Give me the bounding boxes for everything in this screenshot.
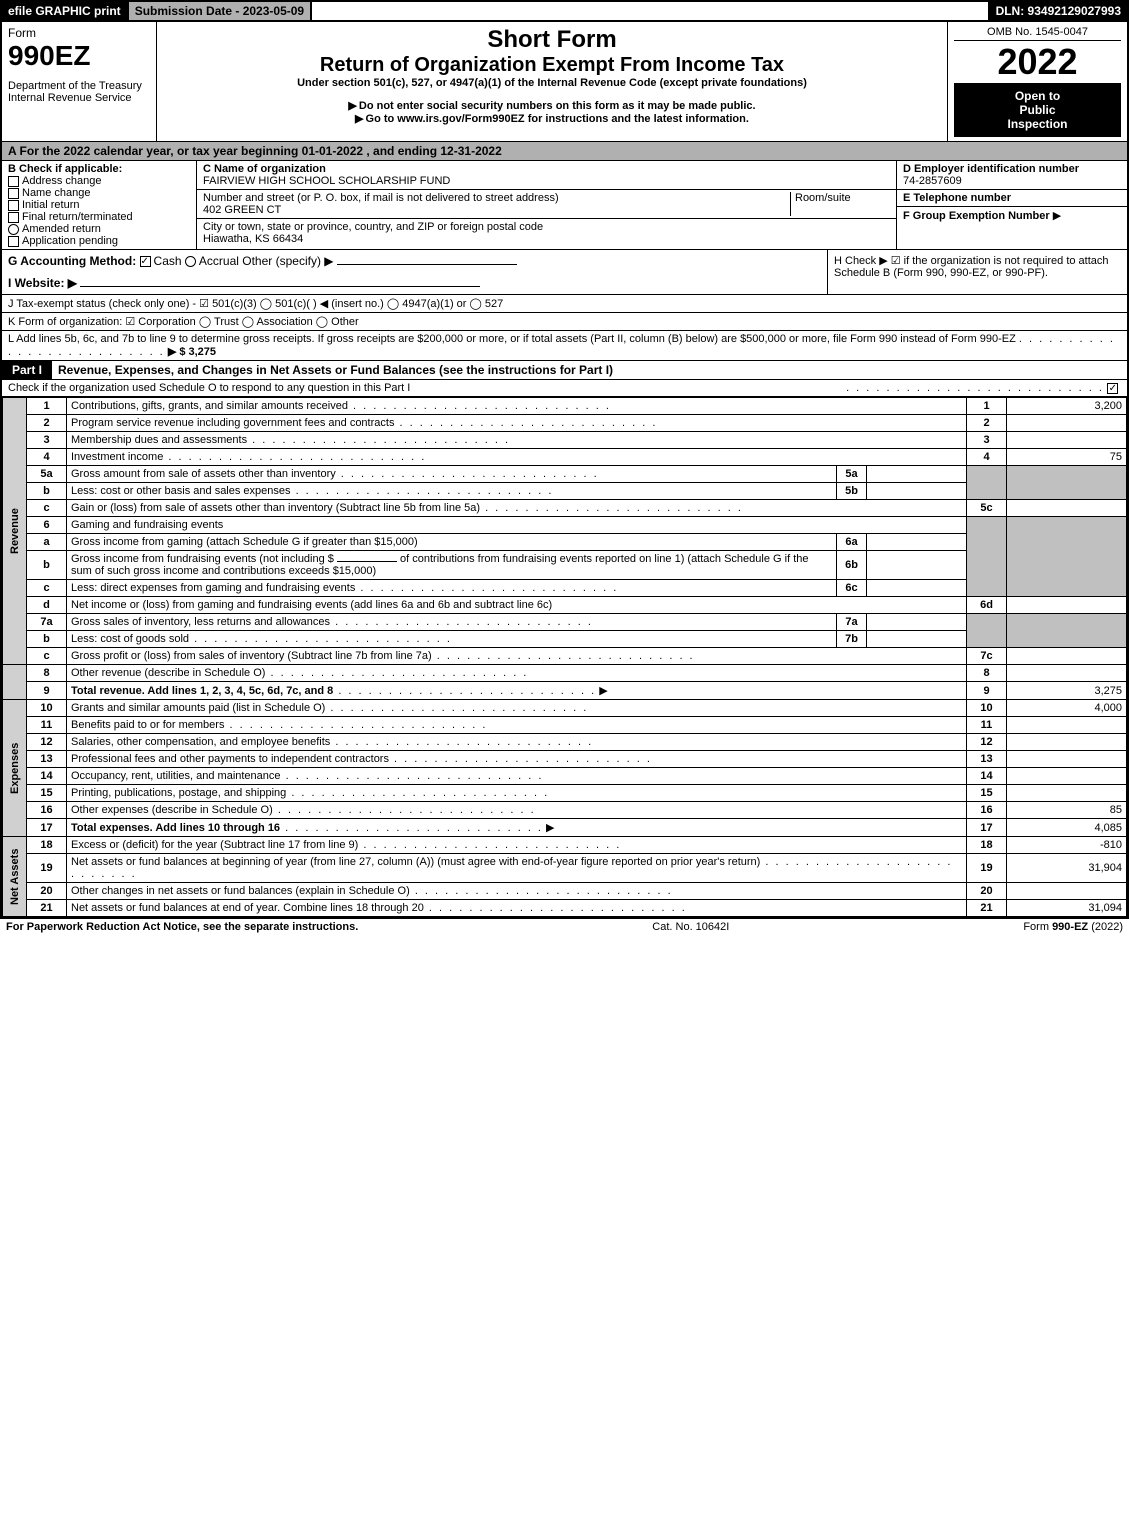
ein-value: 74-2857609 bbox=[903, 175, 962, 187]
efile-label: efile GRAPHIC print bbox=[2, 2, 129, 20]
dept-treasury: Department of the Treasury bbox=[8, 80, 150, 92]
ssn-warning: Do not enter social security numbers on … bbox=[163, 99, 941, 112]
amount-line-17: 4,085 bbox=[1007, 819, 1127, 837]
street-value: 402 GREEN CT bbox=[203, 204, 281, 216]
amount-line-2 bbox=[1007, 415, 1127, 432]
ein-label: D Employer identification number bbox=[903, 163, 1079, 175]
checkbox-address-change[interactable] bbox=[8, 176, 19, 187]
website-label: I Website: ▶ bbox=[8, 276, 77, 290]
section-j: J Tax-exempt status (check only one) - ☑… bbox=[2, 295, 1127, 313]
form-number: 990EZ bbox=[8, 40, 150, 72]
section-h: H Check ▶ ☑ if the organization is not r… bbox=[827, 250, 1127, 294]
checkbox-final-return[interactable] bbox=[8, 212, 19, 223]
side-label-netassets: Net Assets bbox=[3, 837, 27, 917]
irs-label: Internal Revenue Service bbox=[8, 92, 150, 104]
amount-line-9: 3,275 bbox=[1007, 682, 1127, 700]
amount-line-13 bbox=[1007, 751, 1127, 768]
topbar-spacer bbox=[312, 2, 989, 20]
c-name-label: C Name of organization bbox=[203, 163, 326, 175]
accounting-method-label: G Accounting Method: bbox=[8, 254, 136, 268]
form-word: Form bbox=[8, 26, 150, 40]
section-gh: G Accounting Method: Cash Accrual Other … bbox=[2, 250, 1127, 295]
amount-line-16: 85 bbox=[1007, 802, 1127, 819]
street-label: Number and street (or P. O. box, if mail… bbox=[203, 192, 559, 204]
part-i-header: Part I Revenue, Expenses, and Changes in… bbox=[2, 361, 1127, 380]
city-label: City or town, state or province, country… bbox=[203, 221, 543, 233]
amount-line-6d bbox=[1007, 597, 1127, 614]
radio-accrual[interactable] bbox=[185, 256, 196, 267]
form-header: Form 990EZ Department of the Treasury In… bbox=[2, 22, 1127, 142]
omb-number: OMB No. 1545-0047 bbox=[954, 26, 1121, 41]
radio-amended-return[interactable] bbox=[8, 224, 19, 235]
side-label-expenses: Expenses bbox=[3, 700, 27, 837]
amount-line-10: 4,000 bbox=[1007, 700, 1127, 717]
checkbox-name-change[interactable] bbox=[8, 188, 19, 199]
amount-line-12 bbox=[1007, 734, 1127, 751]
part-i-label: Part I bbox=[2, 361, 52, 379]
section-def: D Employer identification number 74-2857… bbox=[897, 161, 1127, 249]
goto-link[interactable]: Go to www.irs.gov/Form990EZ for instruct… bbox=[163, 112, 941, 125]
amount-line-21: 31,094 bbox=[1007, 900, 1127, 917]
checkbox-application-pending[interactable] bbox=[8, 236, 19, 247]
footer-right: Form 990-EZ (2022) bbox=[1023, 921, 1123, 933]
footer-left: For Paperwork Reduction Act Notice, see … bbox=[6, 921, 358, 933]
amount-line-3 bbox=[1007, 432, 1127, 449]
top-bar: efile GRAPHIC print Submission Date - 20… bbox=[0, 0, 1129, 22]
main-title: Return of Organization Exempt From Incom… bbox=[163, 54, 941, 77]
group-exemption-label: F Group Exemption Number bbox=[903, 210, 1050, 222]
section-l: L Add lines 5b, 6c, and 7b to line 9 to … bbox=[2, 331, 1127, 361]
section-b: B Check if applicable: Address change Na… bbox=[2, 161, 197, 249]
part-i-title: Revenue, Expenses, and Changes in Net As… bbox=[52, 361, 1127, 379]
city-value: Hiawatha, KS 66434 bbox=[203, 233, 303, 245]
footer-center: Cat. No. 10642I bbox=[652, 921, 729, 933]
open-to-public: Open to Public Inspection bbox=[954, 83, 1121, 137]
amount-line-11 bbox=[1007, 717, 1127, 734]
part-i-check: Check if the organization used Schedule … bbox=[2, 380, 1127, 397]
amount-line-4: 75 bbox=[1007, 449, 1127, 466]
submission-date: Submission Date - 2023-05-09 bbox=[129, 2, 312, 20]
side-label-revenue: Revenue bbox=[3, 398, 27, 665]
org-name: FAIRVIEW HIGH SCHOOL SCHOLARSHIP FUND bbox=[203, 175, 450, 187]
section-k: K Form of organization: ☑ Corporation ◯ … bbox=[2, 313, 1127, 331]
section-c: C Name of organization FAIRVIEW HIGH SCH… bbox=[197, 161, 897, 249]
page-footer: For Paperwork Reduction Act Notice, see … bbox=[0, 919, 1129, 935]
checkbox-schedule-o[interactable] bbox=[1107, 383, 1118, 394]
section-bcdef: B Check if applicable: Address change Na… bbox=[2, 161, 1127, 250]
checkbox-initial-return[interactable] bbox=[8, 200, 19, 211]
amount-line-5c bbox=[1007, 500, 1127, 517]
amount-line-15 bbox=[1007, 785, 1127, 802]
group-exemption-arrow: ▶ bbox=[1053, 210, 1061, 222]
part-i-table: Revenue 1 Contributions, gifts, grants, … bbox=[2, 397, 1127, 917]
subtitle: Under section 501(c), 527, or 4947(a)(1)… bbox=[163, 77, 941, 89]
amount-line-19: 31,904 bbox=[1007, 854, 1127, 883]
amount-line-1: 3,200 bbox=[1007, 398, 1127, 415]
dln-label: DLN: 93492129027993 bbox=[990, 2, 1127, 20]
section-a: A For the 2022 calendar year, or tax yea… bbox=[2, 142, 1127, 161]
short-form-title: Short Form bbox=[163, 26, 941, 54]
amount-line-8 bbox=[1007, 665, 1127, 682]
checkbox-cash[interactable] bbox=[140, 256, 151, 267]
room-suite-label: Room/suite bbox=[790, 192, 890, 216]
amount-line-20 bbox=[1007, 883, 1127, 900]
amount-line-14 bbox=[1007, 768, 1127, 785]
phone-label: E Telephone number bbox=[903, 192, 1011, 204]
tax-year: 2022 bbox=[954, 41, 1121, 83]
amount-line-18: -810 bbox=[1007, 837, 1127, 854]
amount-line-7c bbox=[1007, 648, 1127, 665]
